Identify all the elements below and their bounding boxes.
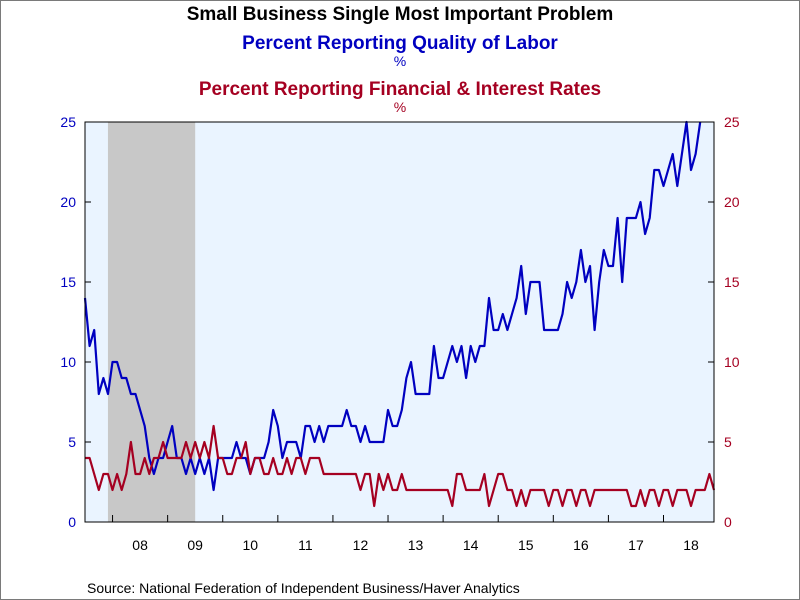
x-axis-tick-label: 13 <box>408 537 424 553</box>
left-unit-label: % <box>394 53 406 69</box>
right-axis-tick-label: 20 <box>724 194 740 210</box>
x-axis-tick-label: 09 <box>187 537 203 553</box>
chart-title: Small Business Single Most Important Pro… <box>187 4 614 25</box>
recession-shading <box>107 122 196 522</box>
x-axis-tick-label: 15 <box>518 537 534 553</box>
x-axis-tick-label: 17 <box>628 537 644 553</box>
x-axis-tick-label: 12 <box>353 537 369 553</box>
right-series-subtitle: Percent Reporting Financial & Interest R… <box>199 79 601 100</box>
right-axis-tick-label: 0 <box>724 514 732 530</box>
right-unit-label: % <box>394 99 406 115</box>
left-axis-tick-label: 20 <box>60 194 76 210</box>
left-axis-tick-label: 5 <box>68 434 76 450</box>
x-axis-tick-label: 18 <box>683 537 699 553</box>
right-axis-tick-label: 15 <box>724 274 740 290</box>
right-axis-tick-label: 5 <box>724 434 732 450</box>
right-axis-tick-label: 25 <box>724 114 740 130</box>
x-axis-tick-label: 14 <box>463 537 479 553</box>
x-axis-tick-label: 16 <box>573 537 589 553</box>
x-axis-tick-label: 08 <box>132 537 148 553</box>
left-axis-tick-label: 0 <box>68 514 76 530</box>
x-axis-tick-label: 11 <box>298 537 313 553</box>
x-axis-tick-label: 10 <box>242 537 258 553</box>
left-axis-tick-label: 10 <box>60 354 76 370</box>
left-axis-tick-label: 25 <box>60 114 76 130</box>
series-line-quality-of-labor <box>83 120 702 492</box>
left-axis-tick-label: 15 <box>60 274 76 290</box>
right-axis-tick-label: 10 <box>724 354 740 370</box>
left-series-subtitle: Percent Reporting Quality of Labor <box>242 33 558 54</box>
plot-border <box>84 121 715 523</box>
series-line-financial-interest-rates <box>85 424 716 508</box>
source-note: Source: National Federation of Independe… <box>87 580 520 596</box>
